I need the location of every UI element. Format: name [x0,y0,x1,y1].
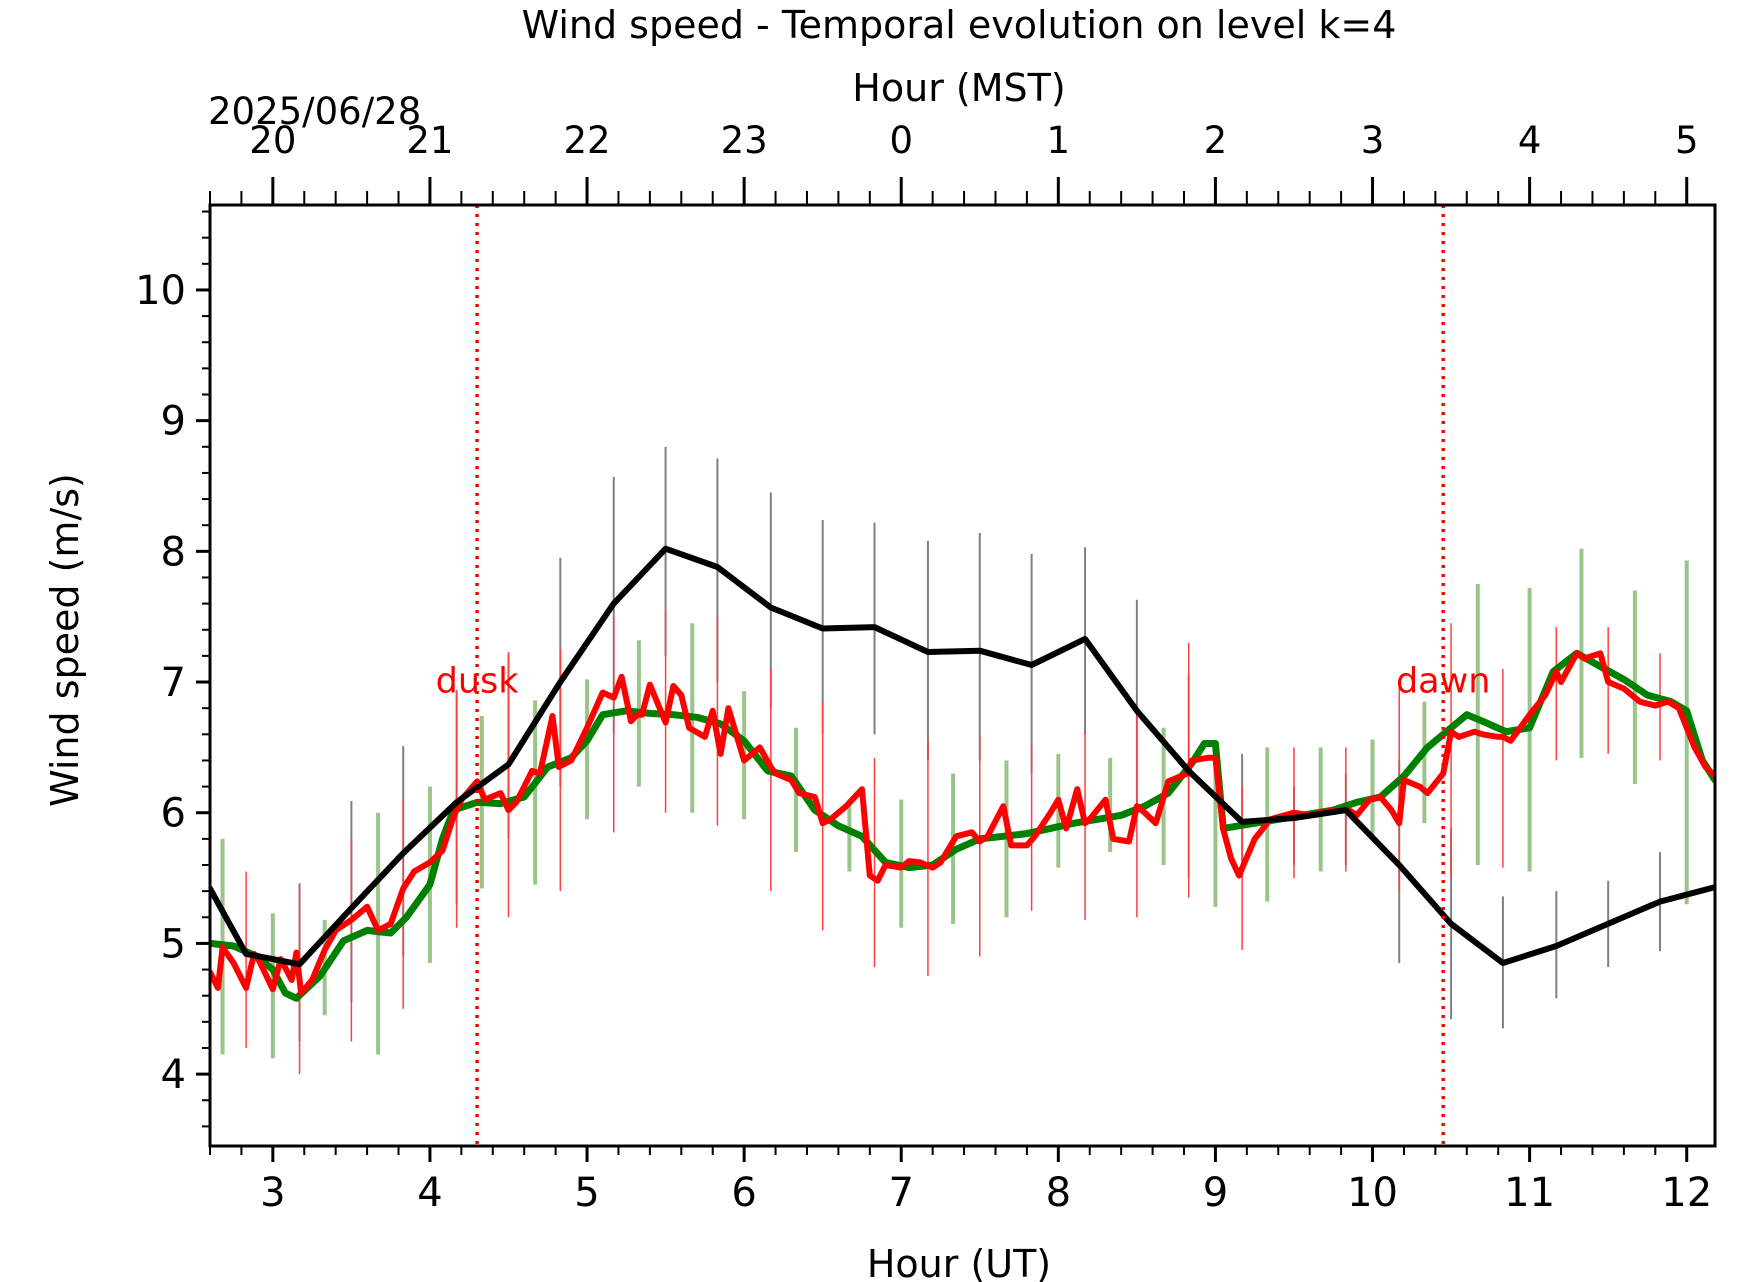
top-tick-label: 5 [1675,119,1699,162]
x-tick-label: 4 [417,1170,442,1216]
x-tick-label: 8 [1046,1170,1071,1216]
y-axis-title: Wind speed (m/s) [43,473,87,807]
plot-frame [208,203,1717,1148]
y-tick-label: 7 [161,660,186,706]
x-tick-label: 5 [574,1170,599,1216]
top-tick-label: 21 [406,119,453,162]
y-tick-label: 6 [161,791,186,837]
top-tick-label: 23 [721,119,768,162]
y-tick-label: 10 [135,268,186,314]
chart-title: Wind speed - Temporal evolution on level… [522,3,1397,47]
series-line [210,649,1715,1002]
x-axis-title: Hour (UT) [867,1242,1051,1282]
x-tick-label: 3 [260,1170,285,1216]
top-tick-label: 4 [1518,119,1542,162]
x-tick-label: 9 [1203,1170,1228,1216]
series-line [210,650,1715,997]
x-tick-label: 10 [1347,1170,1398,1216]
y-tick-label: 4 [161,1052,186,1098]
series-line [210,545,1715,968]
x-tick-label: 12 [1661,1170,1712,1216]
top-tick-label: 3 [1361,119,1385,162]
top-tick-label: 1 [1047,119,1071,162]
top-axis-title: Hour (MST) [852,66,1065,110]
top-tick-label: 22 [563,119,610,162]
annotation-label: dusk [436,661,520,701]
y-tick-label: 8 [161,529,186,575]
x-tick-label: 6 [731,1170,756,1216]
y-tick-label: 5 [161,921,186,967]
y-tick-label: 9 [161,399,186,445]
data-layer [210,446,1715,1075]
top-axis-date: 2025/06/28 [208,90,421,133]
top-tick-label: 20 [249,119,296,162]
annotation-label: dawn [1396,661,1490,701]
top-tick-label: 0 [889,119,913,162]
top-tick-label: 2 [1204,119,1228,162]
x-tick-label: 7 [889,1170,914,1216]
x-tick-label: 11 [1504,1170,1555,1216]
